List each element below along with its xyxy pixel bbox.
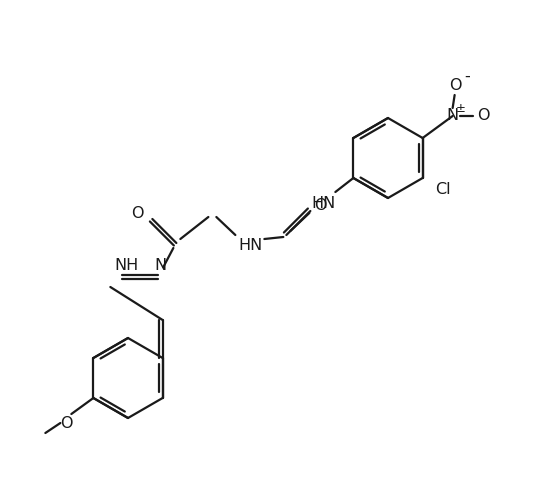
Text: HN: HN (311, 196, 336, 212)
Text: O: O (478, 108, 490, 123)
Text: O: O (449, 79, 462, 94)
Text: -: - (464, 69, 470, 84)
Text: N: N (154, 257, 166, 273)
Text: ±: ± (456, 103, 466, 116)
Text: NH: NH (114, 257, 138, 273)
Text: Cl: Cl (435, 182, 450, 197)
Text: O: O (131, 206, 143, 221)
Text: O: O (60, 416, 72, 431)
Text: O: O (314, 199, 326, 214)
Text: HN: HN (238, 238, 263, 252)
Text: N: N (446, 108, 459, 123)
